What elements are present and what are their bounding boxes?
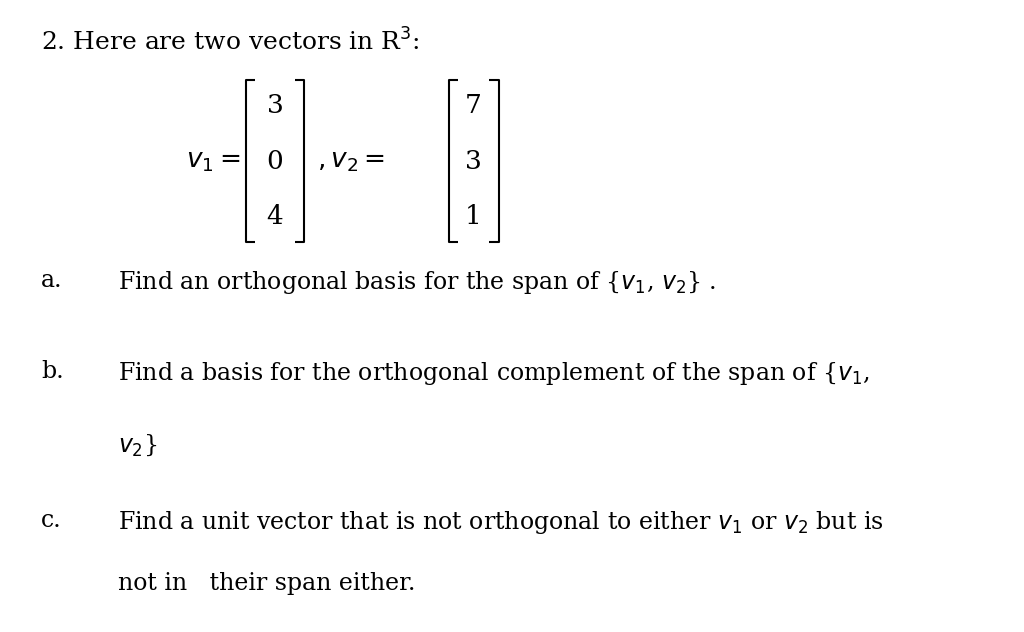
- Text: Find a basis for the orthogonal complement of the span of {$v_1$,: Find a basis for the orthogonal compleme…: [118, 360, 869, 387]
- Text: b.: b.: [41, 360, 63, 383]
- Text: 1: 1: [465, 204, 482, 229]
- Text: a.: a.: [41, 269, 62, 291]
- Text: Find an orthogonal basis for the span of {$v_1$, $v_2$} .: Find an orthogonal basis for the span of…: [118, 269, 716, 296]
- Text: 3: 3: [465, 149, 482, 174]
- Text: $, v_2 = $: $, v_2 = $: [317, 149, 385, 174]
- Text: 7: 7: [465, 93, 482, 118]
- Text: 2. Here are two vectors in R$^3$:: 2. Here are two vectors in R$^3$:: [41, 28, 420, 56]
- Text: c.: c.: [41, 509, 61, 532]
- Text: 0: 0: [266, 149, 284, 174]
- Text: 4: 4: [266, 204, 284, 229]
- Text: $v_1 = $: $v_1 = $: [186, 149, 241, 174]
- Text: not in   their span either.: not in their span either.: [118, 572, 416, 595]
- Text: $v_2$}: $v_2$}: [118, 433, 157, 458]
- Text: 3: 3: [266, 93, 284, 118]
- Text: Find a unit vector that is not orthogonal to either $v_1$ or $v_2$ but is: Find a unit vector that is not orthogona…: [118, 509, 884, 536]
